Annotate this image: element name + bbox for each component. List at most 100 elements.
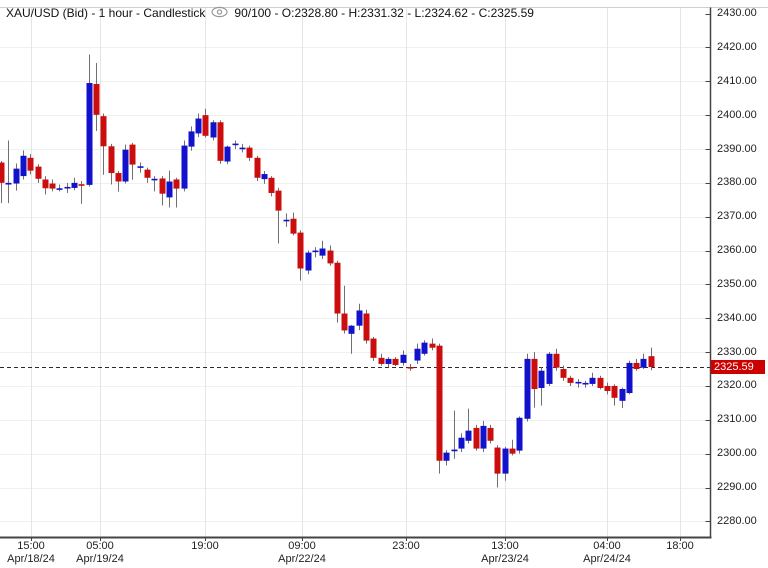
candle-body-up [319,248,326,256]
time-axis-label-time: 04:00 [593,540,621,552]
time-axis-label-date: Apr/18/24 [7,553,55,565]
time-axis-label-date: Apr/24/24 [583,553,631,565]
candle-body-up [283,219,290,222]
candle-body-up [20,155,27,177]
candle-body-down [0,162,5,183]
candle-body-up [458,437,465,449]
candle-body-up [261,174,268,180]
candle-body-down [108,146,115,174]
candle-body-up [451,449,458,452]
time-axis-label-time: 09:00 [288,540,316,552]
candle-body-up [122,149,129,182]
candle-body-up [166,181,173,198]
candle-body-up [546,353,553,384]
candle-body-down [290,218,297,234]
candle-body-up [195,118,202,134]
time-axis-label-date: Apr/23/24 [481,553,529,565]
candle-body-up [305,252,312,271]
price-axis-label: 2310.00 [717,413,757,426]
time-axis-label: 15:00 Apr/18/24 [0,540,68,566]
price-axis-label: 2320.00 [717,379,757,392]
candle-body-up [575,381,582,384]
time-axis-label: 04:00 Apr/24/24 [570,540,644,566]
candle-body-up [538,370,545,388]
time-axis-label: 19:00 [168,540,242,553]
candle-body-up [56,188,63,190]
price-axis-label: 2390.00 [717,142,757,155]
candle-body-up [5,182,12,185]
eye-icon[interactable] [211,6,229,21]
candle-body-down [611,385,618,398]
candle-body-up [356,310,363,326]
candle-body-down [129,144,136,165]
candle-body-down [648,356,655,368]
candle-body-up [640,358,647,368]
candle-body-down [429,343,436,348]
candle-body-down [392,358,399,365]
candle-body-up [210,122,217,138]
candle-body-up [86,82,93,185]
candle-body-up [524,358,531,419]
candle-body-down [42,179,49,189]
candle-body-up [626,362,633,394]
price-axis-label: 2360.00 [717,244,757,257]
candle-body-down [509,448,516,454]
candle-body-down [159,178,166,194]
candle-body-down [254,157,261,178]
price-axis-label: 2300.00 [717,447,757,460]
candle-body-up [502,448,509,474]
candle-body-up [589,377,596,384]
candle-body-down [27,157,34,171]
time-axis-label-time: 18:00 [666,540,694,552]
time-axis-label-time: 05:00 [86,540,114,552]
candle-body-down [275,190,282,211]
candle-body-up [619,388,626,401]
chart-title-bar: XAU/USD (Bid) - 1 hour - Candlestick 90/… [6,5,534,21]
candle-body-up [516,417,523,451]
candle-body-up [480,425,487,449]
candle-body-down [597,377,604,388]
candle-body-up [137,166,144,168]
candle-body-down [370,338,377,358]
candle-body-down [553,353,560,368]
candle-body-down [341,313,348,331]
time-axis-label: 13:00 Apr/23/24 [468,540,542,566]
candle-body-up [232,143,239,146]
time-axis-label: 05:00 Apr/19/24 [63,540,137,566]
price-axis-label: 2430.00 [717,7,757,20]
candle-body-down [173,179,180,189]
price-axis-label: 2400.00 [717,108,757,121]
bar-ohlc-stats: 90/100 - O:2328.80 - H:2331.32 - L:2324.… [234,6,534,20]
candle-body-down [217,122,224,161]
time-axis-label: 18:00 [643,540,717,553]
candle-body-up [224,146,231,162]
candle-body-down [334,262,341,314]
candle-body-up [414,348,421,361]
candle-body-down [560,369,567,378]
candle-body-up [465,430,472,441]
price-axis-label: 2290.00 [717,481,757,493]
time-axis-label-time: 13:00 [491,540,519,552]
time-axis-label: 09:00 Apr/22/24 [265,540,339,566]
candle-body-down [487,427,494,441]
candle-body-down [144,169,151,178]
time-axis-label-date: Apr/22/24 [278,553,326,565]
price-axis-label: 2420.00 [717,40,757,53]
candle-body-down [473,427,480,449]
time-axis-label-time: 23:00 [392,540,420,552]
candle-body-down [100,116,107,147]
candle-body-up [188,131,195,147]
candle-body-down [378,357,385,364]
candle-body-up [348,325,355,334]
candle-body-down [604,385,611,392]
time-axis-label-date: Apr/19/24 [76,553,124,565]
candle-body-down [202,115,209,136]
instrument-title: XAU/USD (Bid) - 1 hour - Candlestick [6,6,206,20]
candle-body-down [297,232,304,269]
price-axis-label: 2380.00 [717,176,757,189]
candle-body-down [35,166,42,179]
candle-body-up [400,354,407,363]
time-axis-label-time: 19:00 [191,540,219,552]
